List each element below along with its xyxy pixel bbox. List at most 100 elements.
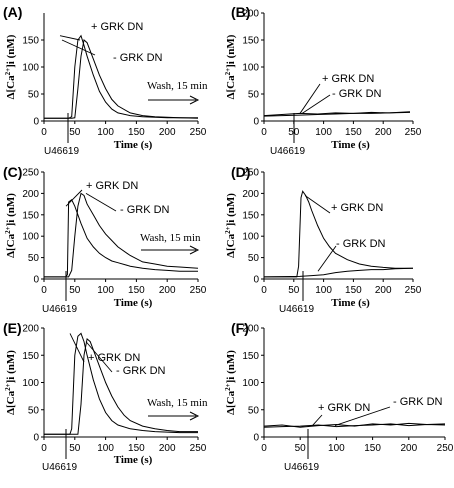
y-tick-label: 50 [248,90,260,101]
x-tick-label: 50 [69,443,81,454]
annotation-plus-grk-dn: + GRK DN [322,73,374,85]
x-tick-label: 250 [437,443,454,454]
annotation-minus-grk-dn: - GRK DN [393,396,443,408]
x-tick-label: 100 [97,443,114,454]
y-axis-label: Δ[Ca2+]i (nM) [224,34,237,99]
x-axis-label: Time (s) [114,454,153,466]
annotation-minus-grk-dn: - GRK DN [116,365,166,377]
panel-letter: (D) [231,164,250,180]
wash-label: Wash, 15 min [147,80,208,92]
annotation-leader [61,39,96,56]
x-axis-label: Time (s) [331,139,370,151]
y-axis-label: Δ[Ca2+]i (nM) [4,34,17,99]
x-tick-label: 100 [97,127,114,138]
y-tick-label: 0 [253,117,259,128]
x-tick-label: 100 [328,443,345,454]
y-axis-label: Δ[Ca2+]i (nM) [224,350,237,415]
annotation-plus-grk-dn: + GRK DN [331,202,383,214]
x-tick-label: 250 [190,127,207,138]
y-tick-label: 150 [242,351,259,362]
x-axis-label: Time (s) [331,297,370,309]
annotation-leader [301,94,331,114]
stimulus-label: U46619 [279,304,314,315]
x-tick-label: 100 [315,285,332,296]
annotation-leader [85,341,113,373]
chart-panel-c: (C) 0 50 100 150 200 250 0 50 100 150 200 250 Δ[Ca2+]… [3,164,207,315]
y-tick-label: 200 [242,189,259,200]
y-tick-label: 200 [242,9,259,20]
y-tick-label: 0 [253,433,259,444]
panel-letter: (E) [3,320,22,336]
x-tick-label: 50 [69,127,81,138]
series-line-plus-grk-dn [264,190,413,278]
annotation-leader [334,406,391,426]
stimulus-label: U46619 [42,462,77,473]
panel-letter: (F) [231,320,249,336]
annotation-plus-grk-dn: + GRK DN [88,352,140,364]
y-axis-label: Δ[Ca2+]i (nM) [224,193,237,258]
x-axis-label: Time (s) [114,139,153,151]
wash-arrow-icon [189,245,200,255]
x-tick-label: 0 [41,285,47,296]
panel-letter: (A) [3,4,22,20]
x-tick-label: 150 [345,127,362,138]
x-tick-label: 150 [364,443,381,454]
series-line-plus-grk-dn [44,199,198,278]
x-tick-label: 150 [128,443,145,454]
x-tick-label: 200 [159,443,176,454]
annotation-leader [317,245,337,272]
x-tick-label: 150 [128,127,145,138]
y-tick-label: 100 [22,63,39,74]
series-line-minus-grk-dn [263,111,411,117]
y-tick-label: 200 [242,324,259,335]
annotation-plus-grk-dn: + GRK DN [318,402,370,414]
y-tick-label: 150 [242,36,259,47]
series-line-minus-grk-dn [44,337,198,435]
y-tick-label: 50 [28,253,40,264]
x-tick-label: 200 [400,443,417,454]
x-tick-label: 200 [375,127,392,138]
panel-letter: (C) [3,164,22,180]
x-tick-label: 0 [41,443,47,454]
x-tick-label: 0 [261,443,267,454]
series-line-minus-grk-dn [44,192,199,278]
series-line-plus-grk-dn [44,34,199,119]
y-tick-label: 250 [22,168,39,179]
y-tick-label: 100 [242,232,259,243]
y-tick-label: 100 [242,63,259,74]
y-tick-label: 100 [22,378,39,389]
x-tick-label: 150 [128,285,145,296]
wash-arrow-icon [189,95,200,105]
x-axis-label: Time (s) [114,297,153,309]
y-tick-label: 0 [33,275,39,286]
series-line-minus-grk-dn [263,423,446,428]
x-tick-label: 150 [345,285,362,296]
chart-panel-d: (D) 0 50 100 150 200 250 0 50 100 150 200 250 Δ[Ca2+]… [224,164,422,315]
chart-panel-f: (F) 0 50 100 150 200 250 0 50 100 150 200 Δ[Ca2+]i (… [224,320,454,473]
annotation-plus-grk-dn: + GRK DN [86,180,138,192]
series-line-minus-grk-dn [44,39,198,119]
y-tick-label: 50 [248,405,260,416]
x-tick-label: 50 [288,285,300,296]
chart-panel-a: (A) 0 50 100 150 200 250 0 50 100 150 Δ[Ca2+]i (nM)… [3,4,208,157]
y-tick-label: 150 [22,210,39,221]
series-line-minus-grk-dn [263,267,414,278]
x-tick-label: 50 [295,443,307,454]
annotation-leader [59,35,81,41]
x-tick-label: 250 [190,285,207,296]
y-tick-label: 50 [248,253,260,264]
y-tick-label: 200 [22,324,39,335]
y-tick-label: 200 [22,189,39,200]
annotation-leader [304,195,331,214]
annotation-minus-grk-dn: - GRK DN [332,88,382,100]
stimulus-label: U46619 [44,146,79,157]
x-tick-label: 200 [159,285,176,296]
wash-label: Wash, 15 min [140,232,201,244]
x-tick-label: 250 [405,285,422,296]
annotation-leader [69,333,85,363]
stimulus-label: U46619 [42,304,77,315]
annotation-minus-grk-dn: - GRK DN [336,238,386,250]
x-tick-label: 100 [315,127,332,138]
